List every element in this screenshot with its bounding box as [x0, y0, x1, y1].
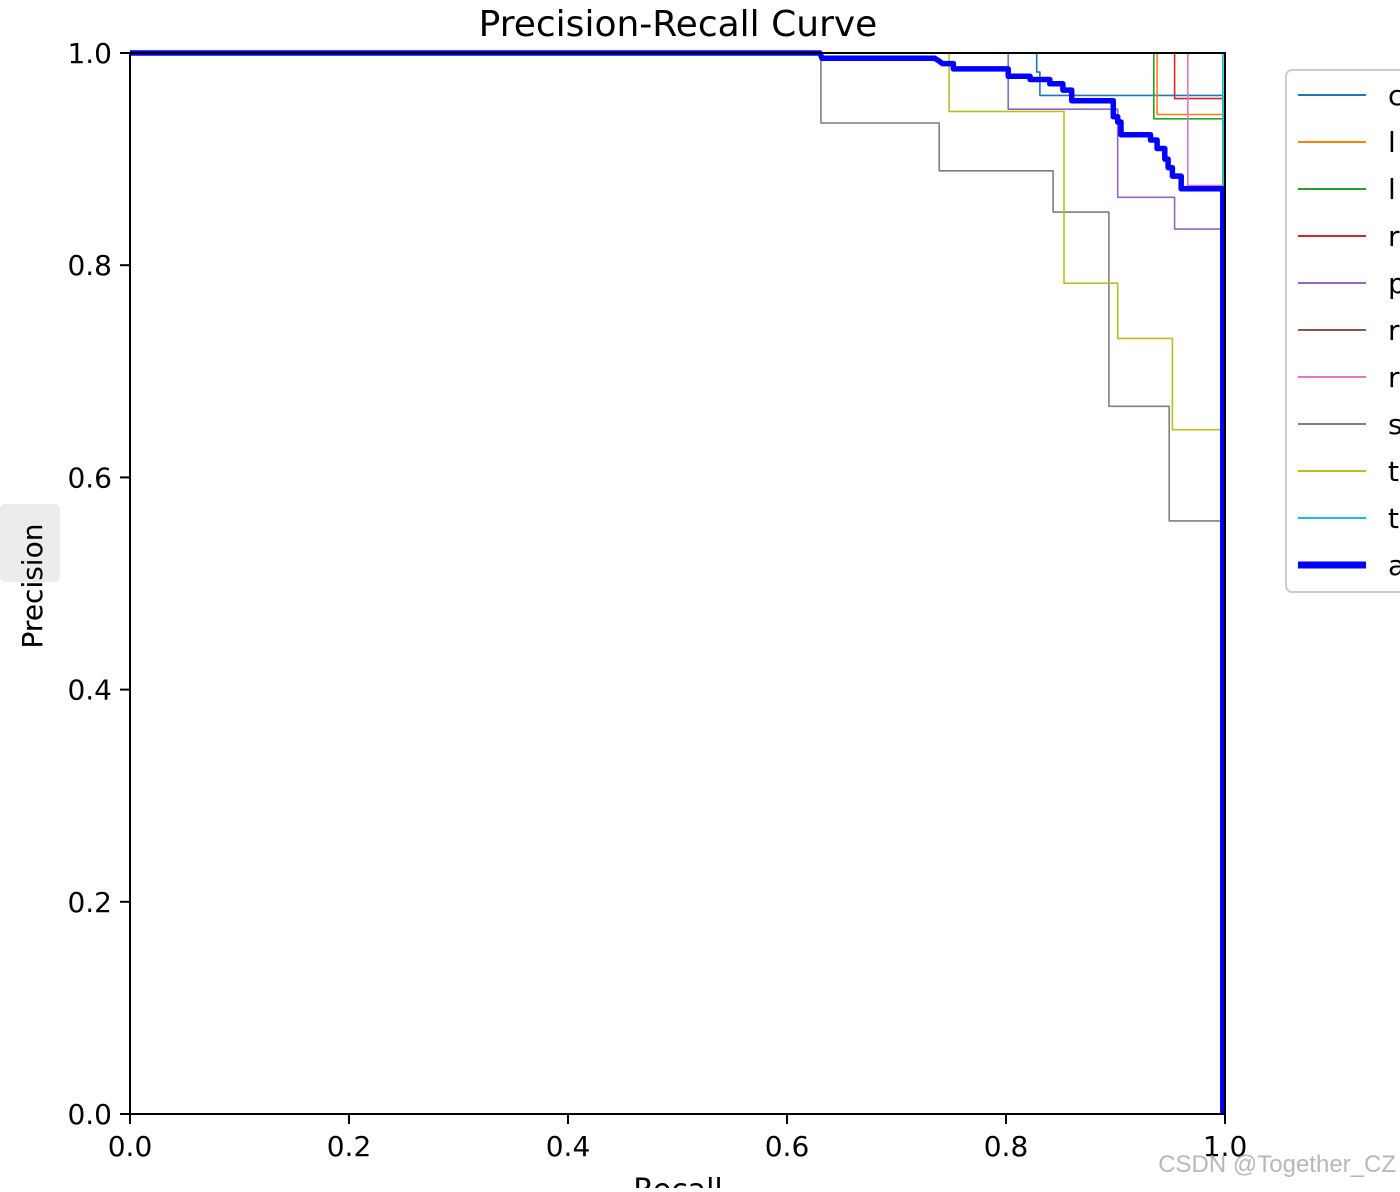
legend-label: l — [1388, 173, 1396, 206]
legend-label: c — [1388, 79, 1400, 112]
legend-label: a — [1388, 549, 1400, 582]
legend-label: r — [1388, 220, 1400, 253]
legend-label: l — [1388, 126, 1396, 159]
x-tick-label: 0.0 — [108, 1130, 153, 1163]
y-tick-label: 0.4 — [67, 674, 112, 707]
y-tick-label: 0.6 — [67, 461, 112, 494]
y-tick-label: 0.0 — [67, 1098, 112, 1131]
legend-label: t — [1388, 502, 1399, 535]
x-tick-label: 1.0 — [1203, 1130, 1248, 1163]
series-line-8 — [130, 52, 1224, 1114]
y-axis-label-overlay: Precision — [16, 524, 49, 649]
side-tab — [0, 504, 60, 582]
x-axis-label: Recall — [633, 1173, 723, 1188]
chart-title: Precision-Recall Curve — [479, 4, 878, 45]
series-line-10 — [130, 50, 1226, 1114]
y-tick-label: 0.8 — [67, 249, 112, 282]
legend-label: r — [1388, 361, 1400, 394]
x-tick-label: 0.2 — [327, 1130, 372, 1163]
x-tick-label: 0.8 — [984, 1130, 1029, 1163]
tick-layer: 0.0 0.2 0.4 0.6 0.8 1.0 0.0 0.2 0.4 0.6 0.8 1.0 — [67, 37, 1247, 1163]
plot-frame — [129, 52, 1226, 1115]
x-tick-label: 0.4 — [546, 1130, 591, 1163]
watermark: CSDN @Together_CZ — [1158, 1151, 1396, 1178]
legend-label: p — [1388, 267, 1400, 300]
legend-label: s — [1388, 408, 1400, 441]
series-line-7 — [130, 52, 1224, 1114]
legend-label: r — [1388, 314, 1400, 347]
y-tick-label: 0.2 — [67, 886, 112, 919]
y-tick-label: 1.0 — [67, 37, 112, 70]
x-tick-label: 0.6 — [765, 1130, 810, 1163]
legend-label: t — [1388, 455, 1399, 488]
